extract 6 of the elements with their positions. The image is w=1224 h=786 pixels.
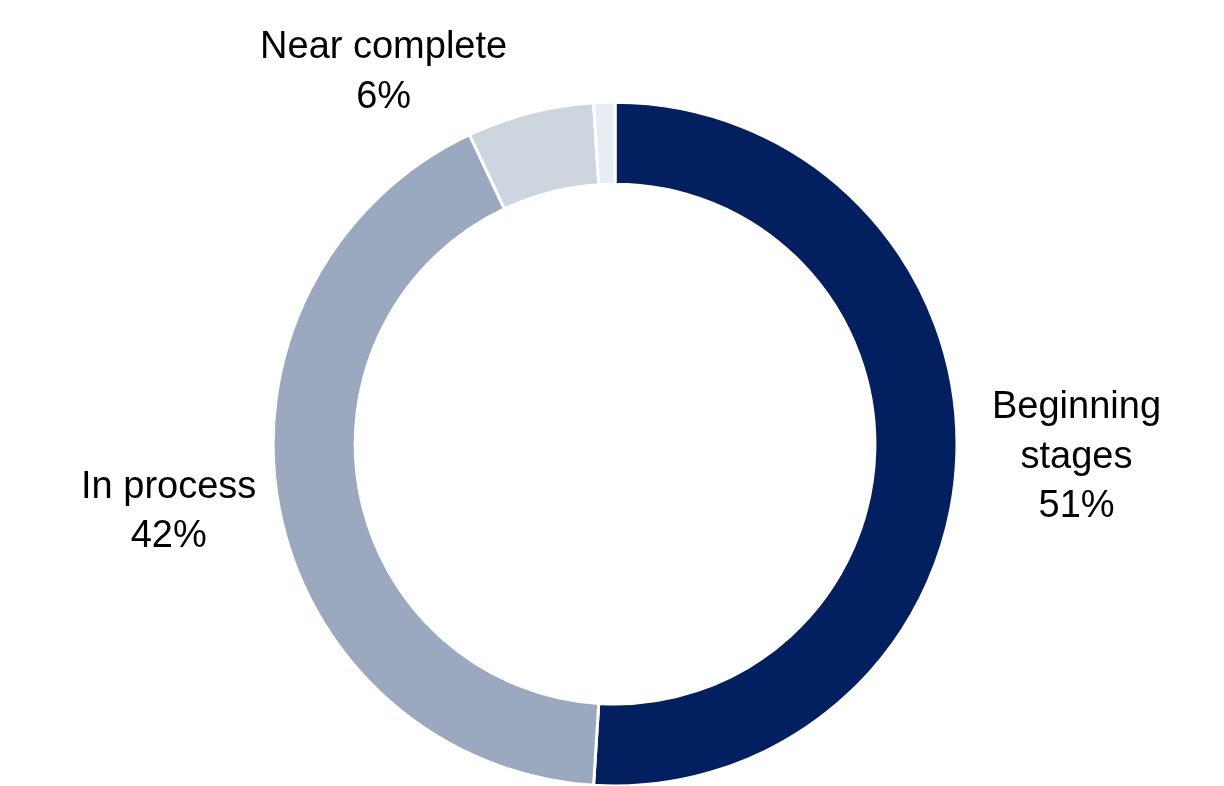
data-label: 6%: [356, 73, 412, 116]
data-label: 51%: [1038, 483, 1115, 526]
slice-label: Near complete: [260, 24, 508, 67]
slice-label: Beginning stages: [992, 384, 1162, 476]
data-label: 42%: [130, 513, 207, 556]
slice-label: In process: [81, 464, 257, 507]
